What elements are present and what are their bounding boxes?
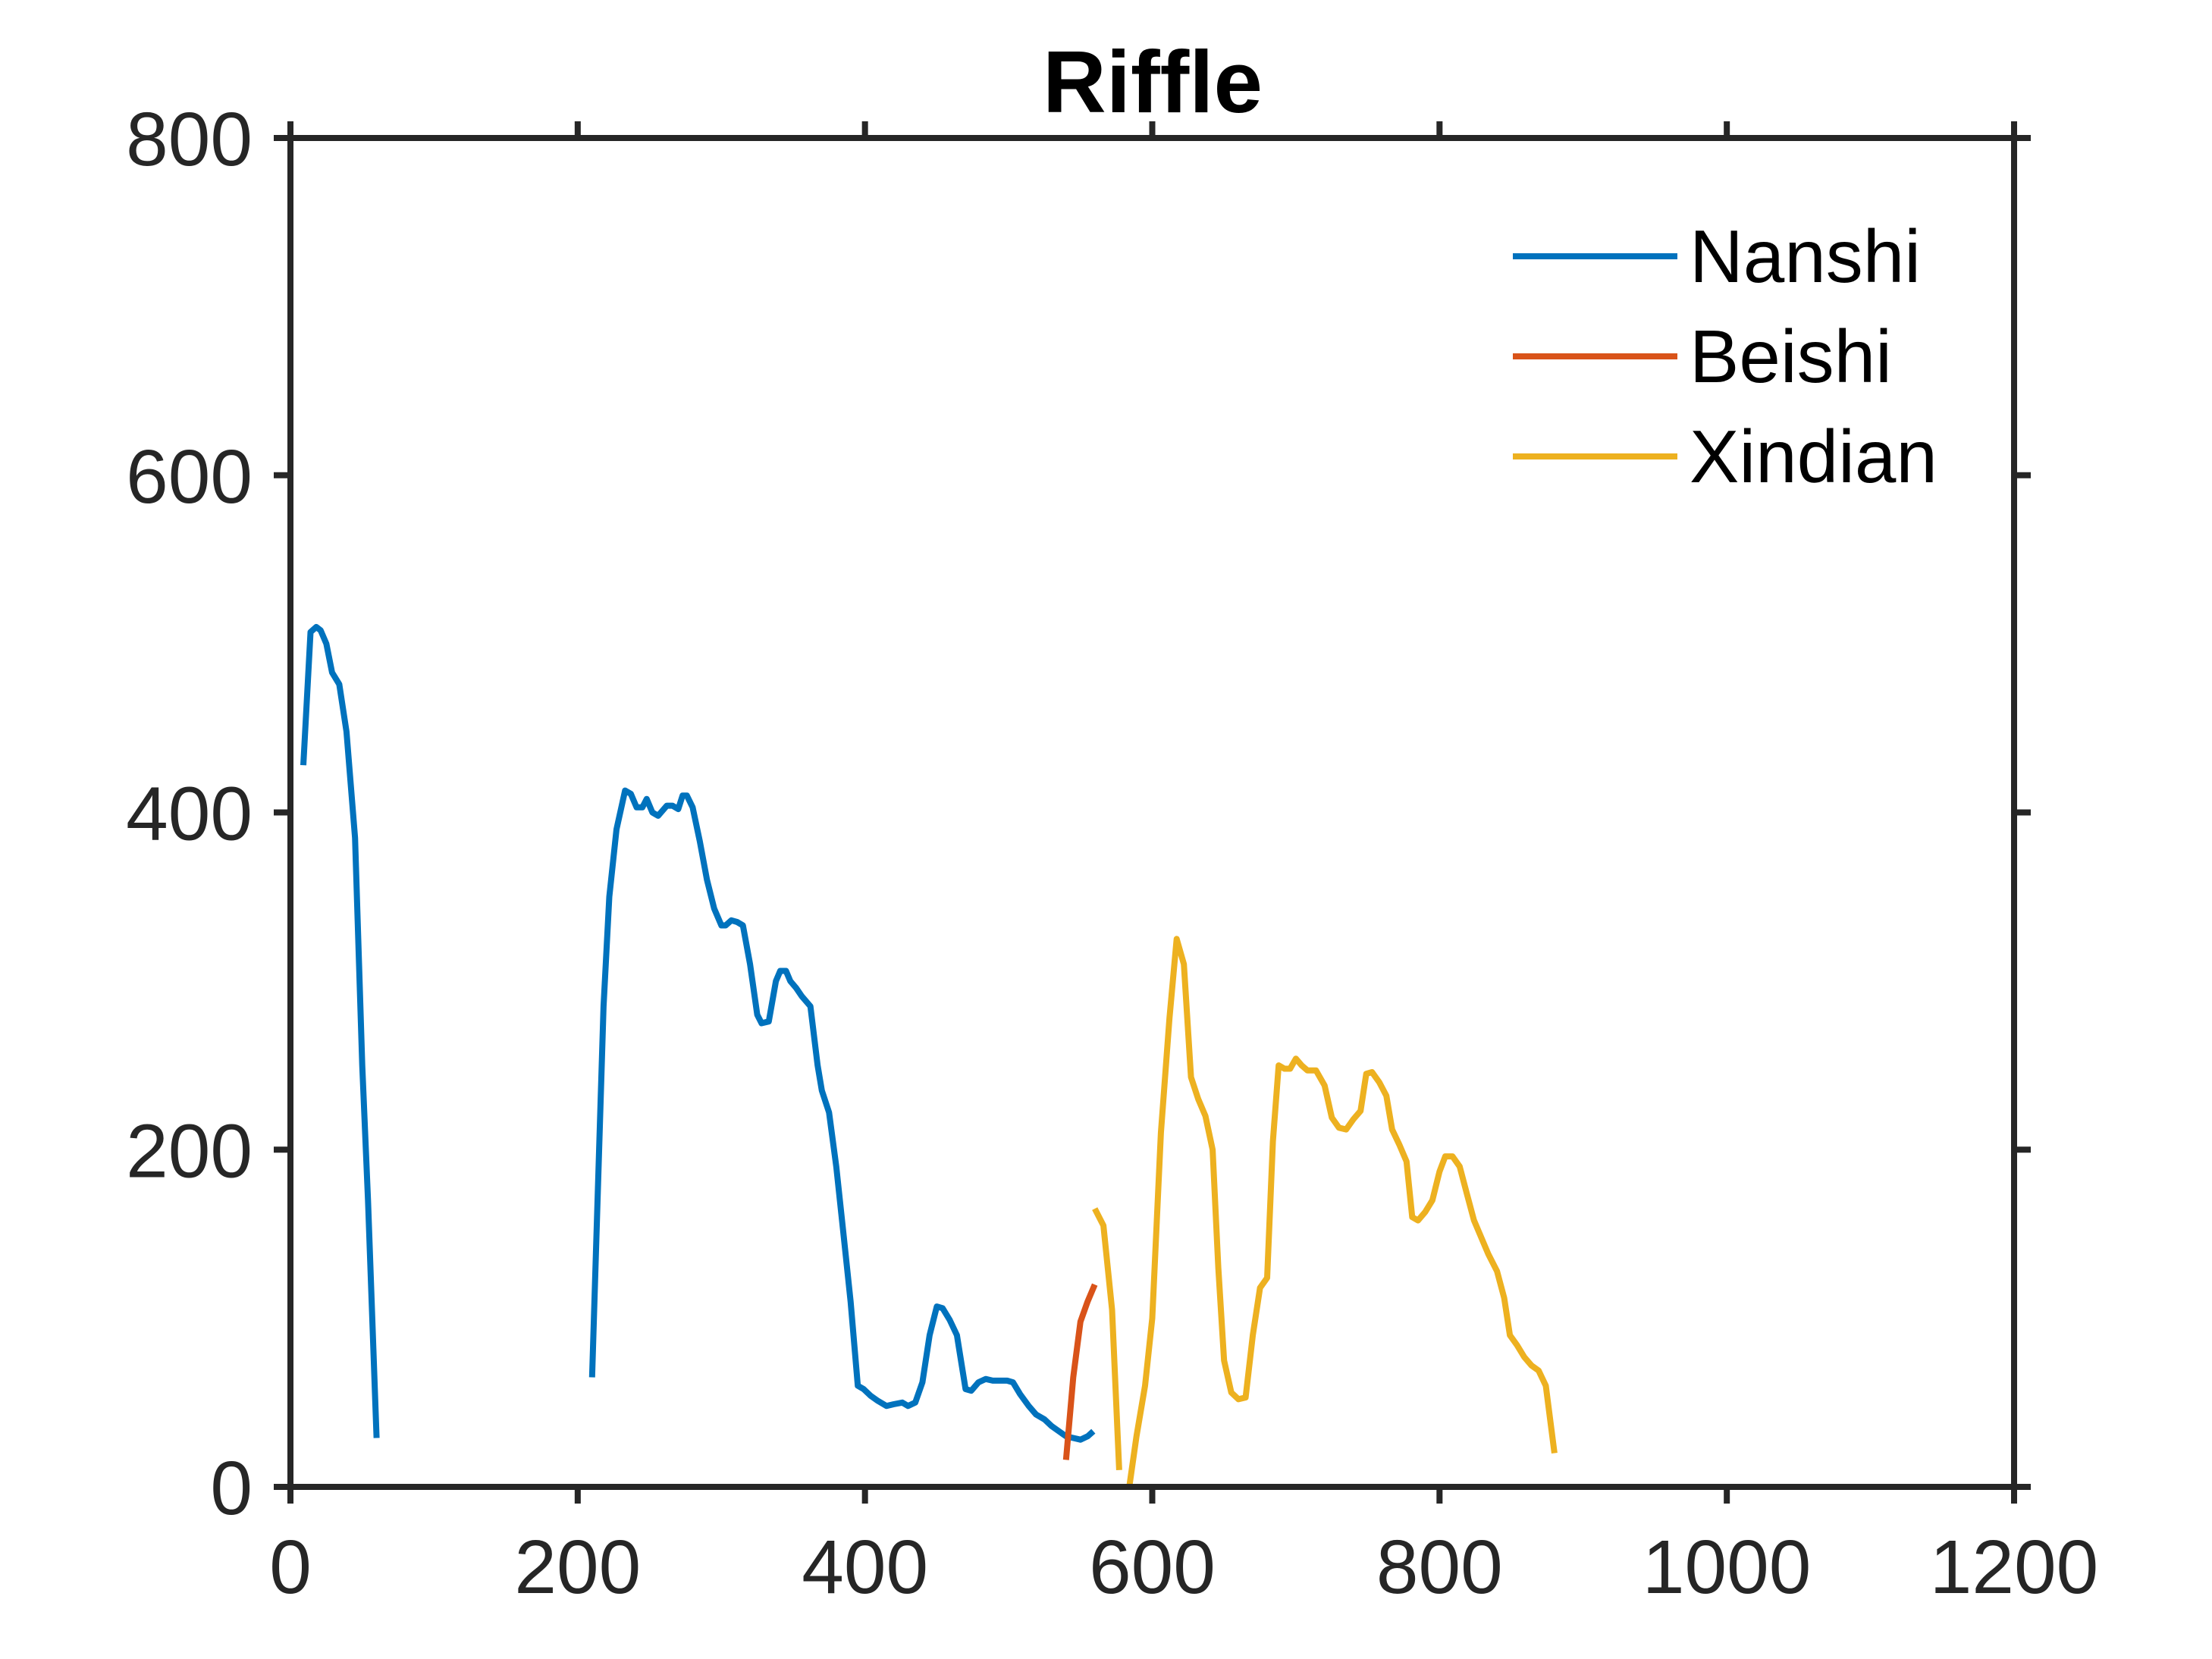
x-tick-label: 800: [1376, 1525, 1503, 1610]
series-line-xindian-2: [1126, 936, 1558, 1488]
x-tick-label: 1000: [1643, 1525, 1811, 1610]
y-tick-label: 400: [126, 772, 253, 857]
legend-entry-nanshi: Nanshi: [1513, 215, 1921, 298]
y-tick-label: 600: [126, 434, 253, 519]
x-tick-label: 1200: [1930, 1525, 2098, 1610]
series-nanshi: [300, 623, 1096, 1443]
series-layer: [300, 623, 1558, 1488]
y-tick-label: 800: [126, 97, 253, 182]
series-line-nanshi-2: [588, 787, 1096, 1443]
legend-entry-beishi: Beishi: [1513, 315, 1892, 398]
legend-label: Xindian: [1690, 415, 1937, 498]
series-xindian: [1092, 936, 1558, 1488]
legend-label: Beishi: [1690, 315, 1892, 398]
x-tick-label: 200: [514, 1525, 641, 1610]
legend-label: Nanshi: [1690, 215, 1921, 298]
x-tick-label: 600: [1089, 1525, 1216, 1610]
y-tick-label: 0: [210, 1446, 253, 1531]
series-beishi: [1062, 1283, 1098, 1460]
chart-title: Riffle: [1043, 33, 1263, 131]
x-tick-label: 400: [802, 1525, 928, 1610]
axes-layer: 0 200 400 600 800 1000 1200 0 200 400 600 800: [126, 97, 2098, 1610]
legend: Nanshi Beishi Xindian: [1513, 215, 1937, 498]
legend-entry-xindian: Xindian: [1513, 415, 1937, 498]
series-line-xindian-1: [1092, 1207, 1122, 1470]
series-line-beishi-1: [1062, 1283, 1098, 1460]
series-line-nanshi-1: [300, 623, 380, 1438]
y-tick-label: 200: [126, 1109, 253, 1193]
x-tick-label: 0: [269, 1525, 312, 1610]
